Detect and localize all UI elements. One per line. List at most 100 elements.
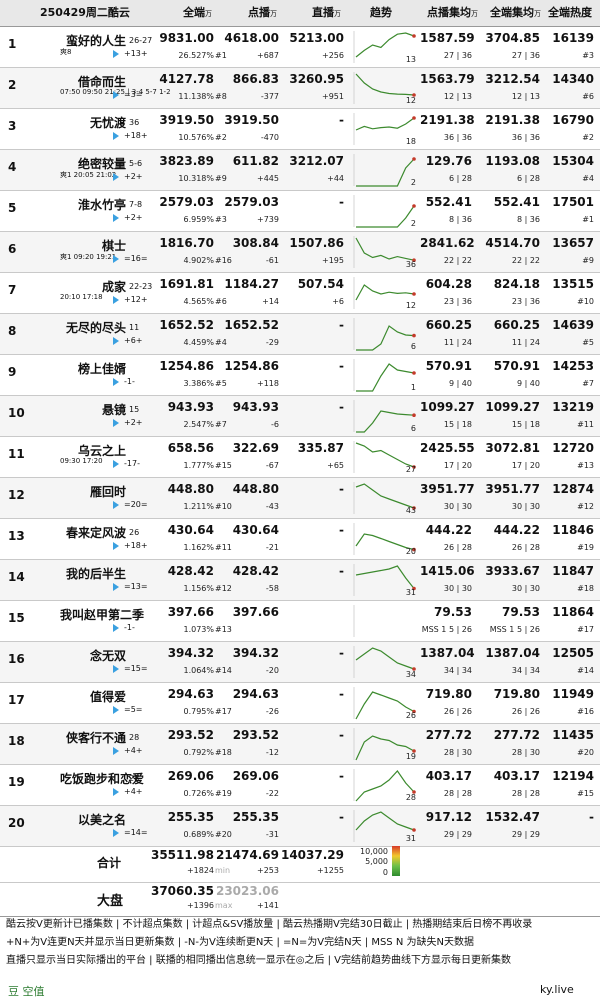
click-value: 1254.86 <box>224 359 279 373</box>
rank-number: 9 <box>8 365 17 379</box>
click-rank: #16 <box>215 256 232 265</box>
platform-icon <box>113 296 119 304</box>
trend-end-label: 31 <box>405 588 416 597</box>
click-change: -21 <box>265 543 279 552</box>
update-delta: -17- <box>124 459 140 468</box>
trend-sparkline <box>353 646 416 678</box>
all-ep-range: 34 | 34 <box>511 666 540 675</box>
episodes: 28 <box>129 774 140 783</box>
click-change: +739 <box>257 215 279 224</box>
rank-number: 10 <box>8 406 25 420</box>
live-change: +256 <box>322 51 344 60</box>
click-change: -6 <box>271 420 279 429</box>
table-row: 5 淮水竹亭 7-8 +2+ 2579.03 6.959% 2579.03 #3… <box>0 191 600 232</box>
heat-rank: #10 <box>577 297 594 306</box>
heat-value: 14639 <box>552 318 594 332</box>
total-value: 4127.78 <box>159 72 214 86</box>
drama-title: 绝密较量 <box>77 157 126 171</box>
total-value: 428.42 <box>167 564 214 578</box>
rank-number: 6 <box>8 242 17 256</box>
click-value: 611.82 <box>232 154 279 168</box>
trend-point <box>412 116 416 120</box>
trend-line <box>355 483 415 509</box>
table-row: 9 榜上佳婿 -1- 1254.86 3.386% 1254.86 #5 +11… <box>0 355 600 396</box>
click-ep-range: MSS 1 5 | 26 <box>421 625 472 634</box>
trend-point <box>412 465 416 469</box>
all-ep-value: 660.25 <box>493 318 540 332</box>
air-info: 爽1 20:05 21:02 <box>60 171 117 179</box>
air-info: 20:10 17:18 <box>60 293 103 301</box>
trend-point <box>412 157 416 161</box>
click-rank: #4 <box>215 338 227 347</box>
all-ep-range: 23 | 36 <box>511 297 540 306</box>
update-delta: +2+ <box>124 172 143 181</box>
drama-title: 无忧渡 <box>89 116 126 130</box>
trend-end-label: 6 <box>410 342 416 351</box>
trend-end-label: 34 <box>405 670 416 679</box>
click-value: 430.64 <box>232 523 279 537</box>
drama-title: 蛮好的人生 <box>65 34 126 48</box>
share-value: 0.689% <box>183 830 214 839</box>
trend-line <box>356 363 415 392</box>
trend-sparkline <box>353 113 416 145</box>
episodes: 26 <box>129 528 140 537</box>
all-ep-range: 30 | 30 <box>511 502 540 511</box>
click-rank: #8 <box>215 92 227 101</box>
heat-rank: #2 <box>582 133 594 142</box>
legend-0: 0 <box>382 868 388 877</box>
platform-icon <box>113 132 119 140</box>
trend-point <box>412 371 416 375</box>
live-value: 335.87 <box>297 441 344 455</box>
click-ep-range: 12 | 13 <box>443 92 472 101</box>
share-value: 1.777% <box>183 461 214 470</box>
share-value: 1.162% <box>183 543 214 552</box>
heat-rank: #5 <box>582 338 594 347</box>
trend-line <box>355 237 415 261</box>
air-info: 爽8 <box>60 48 72 56</box>
table-row: 10 悬镜 15 +2+ 943.93 2.547% 943.93 #7 -6 … <box>0 396 600 437</box>
live-value: - <box>339 646 344 660</box>
heat-rank: #11 <box>577 420 594 429</box>
all-ep-range: 29 | 29 <box>511 830 540 839</box>
heat-rank: #17 <box>577 625 594 634</box>
all-ep-value: 824.18 <box>493 277 540 291</box>
all-ep-range: 22 | 22 <box>511 256 540 265</box>
update-delta: +2+ <box>124 418 143 427</box>
col-click-header: 点播万 <box>248 6 277 19</box>
click-ep-value: 129.76 <box>425 154 472 168</box>
heat-rank: #3 <box>582 51 594 60</box>
trend-point <box>412 413 416 417</box>
share-value: 0.795% <box>183 707 214 716</box>
click-rank: #15 <box>215 461 232 470</box>
click-ep-value: 1099.27 <box>420 400 475 414</box>
click-change: -470 <box>260 133 279 142</box>
update-delta: =3= <box>124 90 143 99</box>
live-value: 1507.86 <box>289 236 344 250</box>
trend-sparkline <box>353 769 416 802</box>
drama-title: 以美之名 <box>77 813 126 827</box>
episodes: 36 <box>129 118 140 127</box>
live-value: - <box>339 359 344 373</box>
heat-rank: #13 <box>577 461 594 470</box>
heat-rank: #12 <box>577 502 594 511</box>
market-total: 37060.35 <box>150 884 214 898</box>
platform-icon <box>113 214 119 222</box>
trend-line <box>355 442 415 468</box>
click-change: -67 <box>265 461 279 470</box>
summary-click-chg: +253 <box>257 866 279 875</box>
total-value: 397.66 <box>167 605 214 619</box>
click-rank: #6 <box>215 297 227 306</box>
trend-end-label: 1 <box>410 383 416 392</box>
live-value: - <box>339 687 344 701</box>
trend-point <box>412 292 416 296</box>
click-value: 1184.27 <box>224 277 279 291</box>
heat-value: 14340 <box>552 72 594 86</box>
total-value: 658.56 <box>167 441 214 455</box>
table-row: 6 棋士 爽1 09:20 19:21 =16= 1816.70 4.902% … <box>0 232 600 273</box>
footer-notes: 酷云按V更新计已播集数 | 不计超点集数 | 计超点&SV播放量 | 酷云热播期… <box>0 916 600 970</box>
click-value: 448.80 <box>232 482 279 496</box>
trend-line <box>356 410 415 433</box>
click-rank: #2 <box>215 133 227 142</box>
live-value: 3212.07 <box>289 154 344 168</box>
